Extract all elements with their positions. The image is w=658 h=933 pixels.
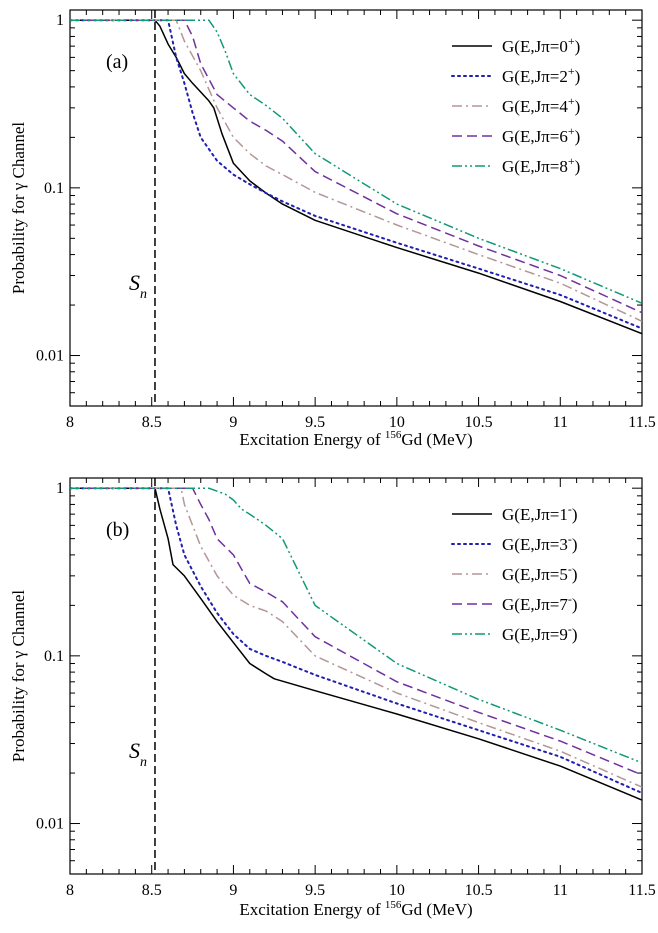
series-line-3 (70, 487, 642, 776)
chart-panel-a: 8 8.5 9 9.5 10 10.5 11 11.5 1 0.1 0.01 Excitation E… (9, 9, 656, 449)
series-line-2 (70, 19, 642, 322)
legend-label-tail: ) (575, 127, 581, 146)
legend-label-3: G(E,Jπ=6+) (502, 124, 580, 146)
series-group (70, 19, 642, 335)
legend-label-0: G(E,Jπ=0+) (502, 34, 580, 56)
legend-label-main: G(E,Jπ=4 (502, 97, 568, 116)
legend-label-tail: ) (575, 97, 581, 116)
x-tick-label: 9.5 (305, 882, 325, 899)
y-axis-label: Probability for γ Channel (9, 590, 28, 763)
legend-label-main: G(E,Jπ=1 (502, 505, 568, 524)
separation-energy-label: Sn (129, 738, 147, 770)
legend-label-2: G(E,Jπ=5-) (502, 562, 578, 584)
x-tick-label: 11.5 (628, 882, 655, 899)
series-line-4 (70, 487, 642, 764)
x-tick-label: 8.5 (142, 414, 162, 431)
x-tick-label: 9.5 (305, 414, 325, 431)
x-axis-label-sup: 156 (385, 899, 402, 911)
series-line-0 (70, 487, 642, 801)
legend-label-1: G(E,Jπ=3-) (502, 532, 578, 554)
series-group (70, 487, 642, 801)
x-tick-label: 9 (229, 882, 237, 899)
x-tick-label: 10 (389, 882, 405, 899)
legend-label-2: G(E,Jπ=4+) (502, 94, 580, 116)
legend-label-sup: + (568, 94, 575, 108)
y-tick-label: 1 (56, 12, 64, 29)
legend-label-sup: + (568, 64, 575, 78)
legend-label-tail: ) (572, 565, 578, 584)
legend-label-4: G(E,Jπ=8+) (502, 154, 580, 176)
legend-label-tail: ) (572, 625, 578, 644)
x-tick-label: 8.5 (142, 882, 162, 899)
legend-label-main: G(E,Jπ=5 (502, 565, 568, 584)
legend-label-tail: ) (575, 67, 581, 86)
x-axis-label-prefix: Excitation Energy of (239, 430, 385, 449)
panel-label: (b) (106, 519, 129, 541)
x-axis-label-sup: 156 (385, 429, 402, 441)
legend-label-main: G(E,Jπ=6 (502, 127, 568, 146)
y-tick-label: 0.1 (44, 180, 64, 197)
y-tick-label: 0.01 (36, 348, 64, 365)
legend-label-sup: - (568, 502, 572, 516)
x-axis-label-suffix: Gd (MeV) (401, 900, 472, 919)
legend-label-sup: + (568, 124, 575, 138)
x-axis-label-prefix: Excitation Energy of (239, 900, 385, 919)
legend-label-tail: ) (572, 595, 578, 614)
y-axis-label: Probability for γ Channel (9, 122, 28, 295)
legend-label-1: G(E,Jπ=2+) (502, 64, 580, 86)
series-line-3 (70, 19, 642, 314)
y-tick-label: 1 (56, 480, 64, 497)
legend-label-main: G(E,Jπ=8 (502, 157, 568, 176)
series-line-0 (70, 19, 642, 335)
series-line-2 (70, 487, 642, 788)
x-tick-label: 9 (229, 414, 237, 431)
legend-label-sup: + (568, 34, 575, 48)
x-axis-label-suffix: Gd (MeV) (401, 430, 472, 449)
legend-label-tail: ) (572, 535, 578, 554)
x-axis-label: Excitation Energy of 156Gd (MeV) (239, 429, 472, 449)
legend-label-sup: - (568, 592, 572, 606)
separation-energy-subscript: n (140, 287, 147, 302)
x-tick-label: 10 (389, 414, 405, 431)
legend-label-tail: ) (572, 505, 578, 524)
legend-label-tail: ) (575, 37, 581, 56)
panel-label: (a) (106, 51, 128, 73)
series-line-1 (70, 19, 642, 330)
x-tick-label: 8 (66, 882, 74, 899)
x-tick-label: 11 (553, 882, 568, 899)
legend-label-4: G(E,Jπ=9-) (502, 622, 578, 644)
legend-label-tail: ) (575, 157, 581, 176)
x-tick-label: 8 (66, 414, 74, 431)
separation-energy-symbol: S (129, 270, 140, 295)
x-tick-label: 10.5 (465, 882, 493, 899)
legend-label-main: G(E,Jπ=7 (502, 595, 568, 614)
legend-label-sup: - (568, 622, 572, 636)
x-tick-label: 11 (553, 414, 568, 431)
plot-frame (69, 477, 643, 875)
plot-frame (69, 9, 643, 407)
legend-label-main: G(E,Jπ=2 (502, 67, 568, 86)
separation-energy-subscript: n (140, 755, 147, 770)
legend-label-main: G(E,Jπ=9 (502, 625, 568, 644)
separation-energy-label: Sn (129, 270, 147, 302)
legend-label-main: G(E,Jπ=0 (502, 37, 568, 56)
x-tick-label: 11.5 (628, 414, 655, 431)
chart-panel-b: 8 8.5 9 9.5 10 10.5 11 11.5 1 0.1 0.01 Excitation E… (9, 477, 656, 919)
y-tick-label: 0.1 (44, 648, 64, 665)
y-tick-label: 0.01 (36, 816, 64, 833)
x-axis-label: Excitation Energy of 156Gd (MeV) (239, 899, 472, 919)
separation-energy-symbol: S (129, 738, 140, 763)
legend-label-sup: + (568, 154, 575, 168)
legend-label-3: G(E,Jπ=7-) (502, 592, 578, 614)
legend-label-0: G(E,Jπ=1-) (502, 502, 578, 524)
x-tick-label: 10.5 (465, 414, 493, 431)
legend-label-sup: - (568, 562, 572, 576)
legend-label-main: G(E,Jπ=3 (502, 535, 568, 554)
series-line-1 (70, 487, 642, 794)
series-line-4 (70, 19, 642, 304)
legend-label-sup: - (568, 532, 572, 546)
